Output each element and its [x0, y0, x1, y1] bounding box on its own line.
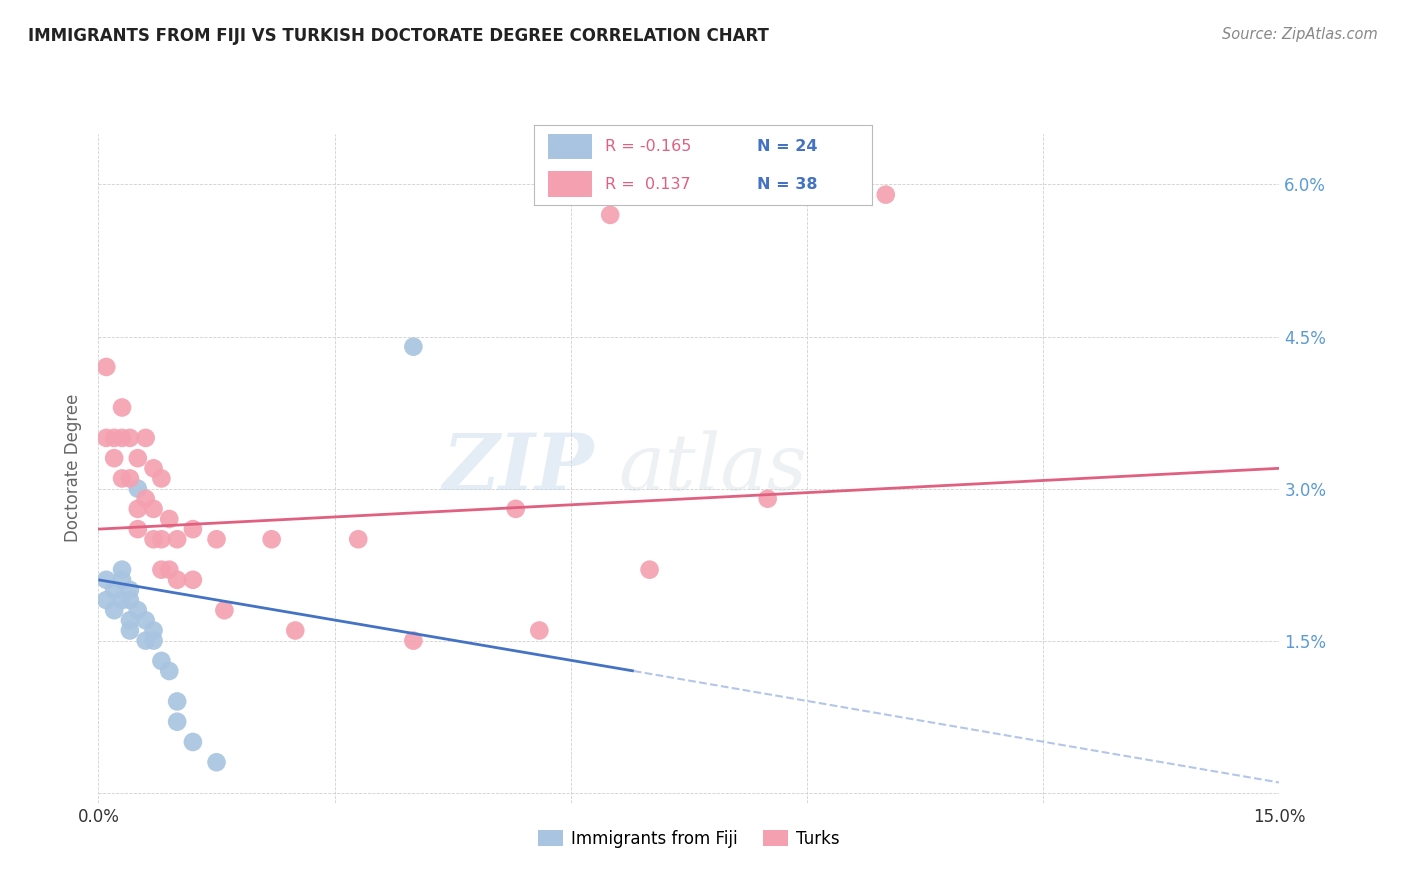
Point: [135, 431, 157, 445]
Point: [118, 624, 141, 638]
Point: [260, 533, 283, 547]
Point: [402, 633, 425, 648]
Point: [118, 431, 141, 445]
Point: [135, 633, 157, 648]
Point: [103, 603, 125, 617]
Point: [118, 613, 141, 627]
Point: [111, 401, 134, 415]
FancyBboxPatch shape: [548, 171, 592, 197]
Point: [103, 451, 125, 466]
Text: N = 38: N = 38: [756, 177, 817, 192]
Point: [127, 603, 149, 617]
Point: [599, 208, 621, 222]
Point: [96, 573, 118, 587]
Point: [111, 471, 134, 485]
Point: [205, 756, 228, 770]
Point: [127, 501, 149, 516]
Point: [111, 431, 134, 445]
Point: [181, 573, 204, 587]
Text: atlas: atlas: [619, 430, 807, 507]
Point: [166, 573, 188, 587]
Point: [103, 582, 125, 597]
Point: [181, 522, 204, 536]
Point: [111, 573, 134, 587]
Point: [150, 563, 173, 577]
Point: [166, 694, 188, 708]
Point: [118, 593, 141, 607]
Point: [142, 461, 165, 475]
FancyBboxPatch shape: [548, 134, 592, 160]
Point: [150, 471, 173, 485]
Point: [214, 603, 236, 617]
Point: [157, 563, 180, 577]
Point: [150, 533, 173, 547]
Point: [181, 735, 204, 749]
Point: [135, 491, 157, 506]
Text: R = -0.165: R = -0.165: [605, 139, 692, 154]
Point: [127, 451, 149, 466]
Point: [111, 593, 134, 607]
Point: [127, 482, 149, 496]
Point: [205, 533, 228, 547]
Point: [111, 563, 134, 577]
Point: [529, 624, 551, 638]
Point: [756, 491, 779, 506]
Text: IMMIGRANTS FROM FIJI VS TURKISH DOCTORATE DEGREE CORRELATION CHART: IMMIGRANTS FROM FIJI VS TURKISH DOCTORAT…: [28, 27, 769, 45]
Text: ZIP: ZIP: [443, 430, 595, 507]
Point: [875, 187, 897, 202]
Point: [402, 340, 425, 354]
Point: [284, 624, 307, 638]
Point: [347, 533, 370, 547]
Text: R =  0.137: R = 0.137: [605, 177, 690, 192]
Point: [166, 714, 188, 729]
Point: [127, 522, 149, 536]
Point: [118, 471, 141, 485]
Point: [96, 359, 118, 374]
Point: [150, 654, 173, 668]
Point: [96, 431, 118, 445]
Legend: Immigrants from Fiji, Turks: Immigrants from Fiji, Turks: [531, 823, 846, 855]
Text: Source: ZipAtlas.com: Source: ZipAtlas.com: [1222, 27, 1378, 42]
Point: [103, 431, 125, 445]
Point: [142, 624, 165, 638]
Point: [505, 501, 527, 516]
Text: N = 24: N = 24: [756, 139, 817, 154]
Point: [157, 664, 180, 678]
Point: [638, 563, 661, 577]
Point: [96, 593, 118, 607]
Point: [166, 533, 188, 547]
Point: [142, 533, 165, 547]
Point: [157, 512, 180, 526]
Y-axis label: Doctorate Degree: Doctorate Degree: [65, 394, 83, 542]
Point: [135, 613, 157, 627]
Point: [142, 633, 165, 648]
Point: [118, 582, 141, 597]
Point: [142, 501, 165, 516]
